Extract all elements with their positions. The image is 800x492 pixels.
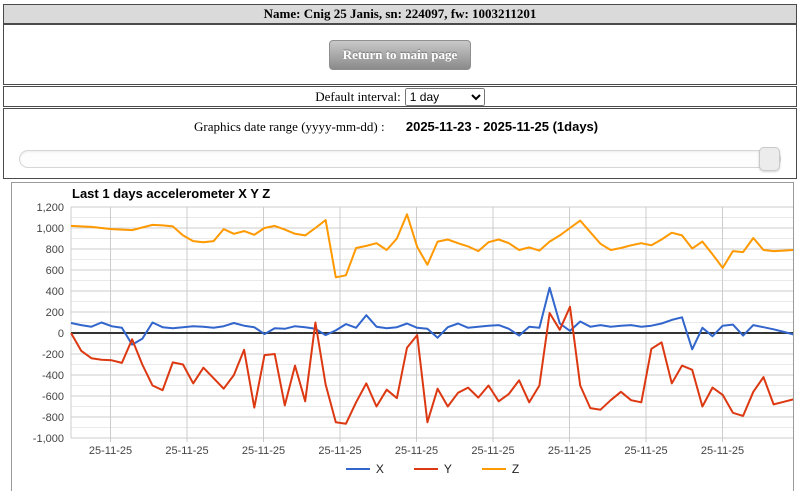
device-title: Name: Cnig 25 Janis, sn: 224097, fw: 100… bbox=[263, 6, 537, 21]
svg-text:25-11-25: 25-11-25 bbox=[318, 445, 361, 457]
svg-text:1,000: 1,000 bbox=[36, 223, 64, 235]
interval-row: Default interval: 1 day bbox=[3, 86, 797, 107]
button-section: Return to main page bbox=[3, 24, 797, 85]
legend-label-x: X bbox=[375, 462, 384, 476]
svg-text:200: 200 bbox=[46, 307, 64, 319]
slider-row bbox=[4, 147, 796, 176]
interval-label: Default interval: bbox=[315, 88, 401, 104]
device-title-bar: Name: Cnig 25 Janis, sn: 224097, fw: 100… bbox=[3, 4, 797, 24]
svg-text:-1,000: -1,000 bbox=[33, 433, 64, 445]
return-to-main-page-button[interactable]: Return to main page bbox=[328, 39, 472, 70]
legend-line-x bbox=[345, 468, 370, 470]
legend-label-z: Z bbox=[511, 462, 520, 476]
legend-item-y[interactable]: Y bbox=[413, 462, 452, 476]
svg-text:25-11-25: 25-11-25 bbox=[89, 445, 132, 457]
svg-text:-200: -200 bbox=[42, 349, 64, 361]
date-range-slider[interactable] bbox=[19, 147, 781, 171]
svg-text:25-11-25: 25-11-25 bbox=[165, 445, 208, 457]
date-range-section: Graphics date range (yyyy-mm-dd) : 2025-… bbox=[3, 108, 797, 179]
svg-text:25-11-25: 25-11-25 bbox=[701, 445, 744, 457]
svg-text:25-11-25: 25-11-25 bbox=[548, 445, 591, 457]
svg-text:0: 0 bbox=[58, 328, 64, 340]
date-range-value: 2025-11-23 - 2025-11-25 (1days) bbox=[405, 119, 599, 134]
svg-text:25-11-25: 25-11-25 bbox=[395, 445, 438, 457]
legend-item-z[interactable]: Z bbox=[481, 462, 520, 476]
chart-title: Last 1 days accelerometer X Y Z bbox=[72, 186, 271, 201]
accelerometer-chart: Last 1 days accelerometer X Y Z -1,000 -8… bbox=[11, 182, 794, 491]
svg-text:25-11-25: 25-11-25 bbox=[624, 445, 667, 457]
svg-text:800: 800 bbox=[46, 244, 64, 256]
chart-legend: X Y Z bbox=[72, 462, 793, 476]
svg-text:600: 600 bbox=[46, 265, 64, 277]
date-range-label: Graphics date range (yyyy-mm-dd) : bbox=[194, 119, 385, 134]
svg-text:1,200: 1,200 bbox=[36, 202, 64, 214]
chart-svg: -1,000 -800 -600 -400 -200 0 200 400 600 800 1,000… bbox=[33, 202, 793, 457]
svg-text:25-11-25: 25-11-25 bbox=[471, 445, 514, 457]
svg-text:-400: -400 bbox=[42, 370, 64, 382]
legend-line-z bbox=[481, 468, 506, 470]
interval-select[interactable]: 1 day bbox=[404, 87, 485, 106]
date-range-row: Graphics date range (yyyy-mm-dd) : 2025-… bbox=[4, 119, 796, 135]
svg-text:400: 400 bbox=[46, 286, 64, 298]
svg-text:-800: -800 bbox=[42, 412, 64, 424]
legend-item-x[interactable]: X bbox=[345, 462, 384, 476]
legend-line-y bbox=[413, 468, 438, 470]
svg-text:25-11-25: 25-11-25 bbox=[242, 445, 285, 457]
svg-text:-600: -600 bbox=[42, 391, 64, 403]
legend-label-y: Y bbox=[443, 462, 452, 476]
